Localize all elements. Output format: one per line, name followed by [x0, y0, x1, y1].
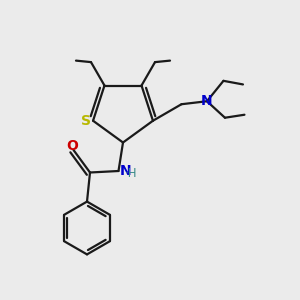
Text: ·H: ·H [125, 167, 137, 180]
Text: O: O [66, 140, 78, 153]
Text: N: N [120, 164, 132, 178]
Text: S: S [81, 114, 92, 128]
Text: N: N [201, 94, 213, 108]
